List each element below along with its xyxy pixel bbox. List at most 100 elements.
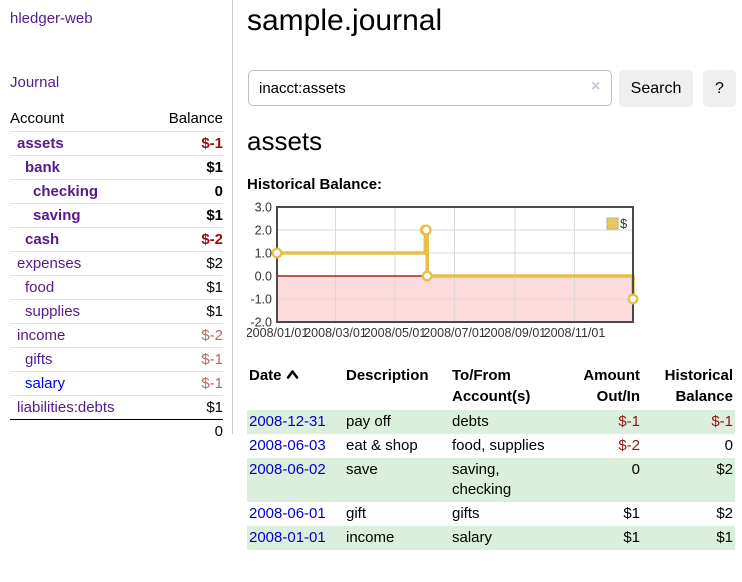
transaction-date-link[interactable]: 2008-06-02	[249, 461, 326, 478]
transaction-accounts: gifts	[452, 505, 480, 522]
account-balance: $-2	[201, 326, 223, 344]
x-axis-tick-label: 2008/09/01	[484, 326, 547, 340]
y-axis-tick-label: -1.0	[250, 293, 272, 307]
account-row: liabilities:debts $1	[10, 395, 223, 419]
account-balance: $1	[206, 302, 223, 320]
transaction-balance: $2	[716, 461, 733, 478]
data-point-marker[interactable]	[271, 247, 283, 259]
account-link[interactable]: gifts	[25, 350, 53, 368]
sidebar-item-journal[interactable]: Journal	[10, 74, 60, 91]
account-row: gifts $-1	[10, 347, 223, 371]
account-row: saving $1	[10, 203, 223, 227]
account-link[interactable]: supplies	[25, 302, 81, 320]
account-row: supplies $1	[10, 299, 223, 323]
transaction-date-link[interactable]: 2008-06-03	[249, 437, 326, 454]
y-axis-tick-label: 3.0	[255, 201, 272, 215]
transaction-accounts: debts	[452, 413, 489, 430]
account-balance: 0	[214, 182, 223, 200]
account-link[interactable]: checking	[33, 182, 99, 200]
transaction-amount: $1	[623, 505, 640, 522]
transaction-date-link[interactable]: 2008-12-31	[249, 413, 326, 430]
register-header-balance: Historical Balance	[664, 367, 733, 405]
x-axis-tick-label: 2008/03/01	[304, 326, 367, 340]
register-header-amount: Amount Out/In	[583, 367, 640, 405]
account-balance: $-2	[201, 230, 223, 248]
transaction-row: 2008-06-02 save saving, checking 0 $2	[247, 458, 735, 502]
help-button[interactable]: ?	[703, 70, 736, 107]
clear-search-icon[interactable]: ×	[591, 78, 601, 95]
account-link[interactable]: salary	[25, 374, 66, 392]
y-axis-tick-label: 2.0	[255, 224, 272, 238]
account-row: expenses $2	[10, 251, 223, 275]
transaction-row: 2008-01-01 income salary $1 $1	[247, 526, 735, 550]
transaction-row: 2008-06-01 gift gifts $1 $2	[247, 502, 735, 526]
y-axis-tick-label: 1.0	[255, 247, 272, 261]
search-form: × Search ?	[247, 70, 736, 107]
transaction-description: income	[346, 529, 395, 546]
accounts-header-account: Account	[10, 110, 65, 128]
account-heading: assets	[247, 126, 323, 156]
transaction-balance: $2	[716, 505, 733, 522]
account-balance: $1	[206, 278, 223, 296]
x-axis-tick-label: 2008/01/01	[247, 326, 308, 340]
account-balance: $2	[206, 254, 223, 272]
transaction-balance: $1	[716, 529, 733, 546]
account-link[interactable]: expenses	[17, 254, 82, 272]
sidebar: hledger-web Journal Account Balance asse…	[0, 0, 233, 440]
transaction-row: 2008-12-31 pay off debts $-1 $-1	[247, 410, 735, 434]
transaction-description: pay off	[346, 413, 391, 430]
accounts-total-value: 0	[214, 422, 223, 440]
transaction-amount: $-1	[618, 413, 640, 430]
data-point-marker[interactable]	[421, 270, 433, 282]
account-balance: $-1	[201, 350, 223, 368]
transaction-row: 2008-06-03 eat & shop food, supplies $-2 0	[247, 434, 735, 458]
account-balance: $1	[206, 158, 223, 176]
account-row: bank $1	[10, 155, 223, 179]
account-link[interactable]: income	[17, 326, 66, 344]
x-axis-tick-label: 2008/11/01	[544, 326, 606, 340]
y-axis-tick-label: -2.0	[250, 316, 272, 330]
transaction-balance: 0	[724, 437, 733, 454]
account-row: income $-2	[10, 323, 223, 347]
transaction-accounts: saving, checking	[452, 461, 512, 498]
transaction-balance: $-1	[711, 413, 733, 430]
account-row: assets $-1	[10, 131, 223, 155]
data-point-marker[interactable]	[627, 293, 639, 305]
transaction-amount: 0	[631, 461, 640, 478]
legend-swatch	[606, 217, 619, 230]
transaction-description: save	[346, 461, 378, 478]
register-header-description: Description	[346, 367, 429, 384]
account-balance: $-1	[201, 374, 223, 392]
transaction-date-link[interactable]: 2008-01-01	[249, 529, 326, 546]
transaction-accounts: food, supplies	[452, 437, 545, 454]
account-link[interactable]: saving	[33, 206, 81, 224]
account-row: cash $-2	[10, 227, 223, 251]
register-table: Date Description To/From Account(s) Amou…	[247, 362, 735, 550]
historical-balance-chart: $3.0 2.0 1.0 0.0 -1.0 -2.02008/01/012008/03/0…	[247, 201, 639, 340]
data-point-marker[interactable]	[420, 224, 432, 236]
y-axis-tick-label: 0.0	[255, 270, 272, 284]
transaction-amount: $1	[623, 529, 640, 546]
sort-ascending-icon	[286, 365, 299, 386]
search-input[interactable]	[248, 70, 612, 106]
app-title-link[interactable]: hledger-web	[10, 10, 93, 27]
account-balance: $1	[206, 206, 223, 224]
legend-label: $	[620, 216, 628, 231]
account-link[interactable]: liabilities:debts	[17, 398, 115, 416]
account-link[interactable]: food	[25, 278, 55, 296]
account-link[interactable]: assets	[17, 134, 64, 152]
account-balance: $1	[206, 398, 223, 416]
transaction-amount: $-2	[618, 437, 640, 454]
accounts-table: Account Balance assets $-1 bank $1 checking 0…	[10, 107, 223, 443]
register-header-row: Date Description To/From Account(s) Amou…	[247, 362, 735, 410]
account-balance: $-1	[201, 134, 223, 152]
x-axis-tick-label: 2008/05/01	[364, 326, 427, 340]
plot-border	[276, 206, 634, 323]
register-header-date[interactable]: Date	[247, 362, 344, 410]
transaction-date-link[interactable]: 2008-06-01	[249, 505, 326, 522]
account-link[interactable]: cash	[25, 230, 60, 248]
account-link[interactable]: bank	[25, 158, 61, 176]
search-button[interactable]: Search	[619, 70, 693, 107]
transaction-description: eat & shop	[346, 437, 418, 454]
page-title: sample.journal	[247, 4, 443, 37]
